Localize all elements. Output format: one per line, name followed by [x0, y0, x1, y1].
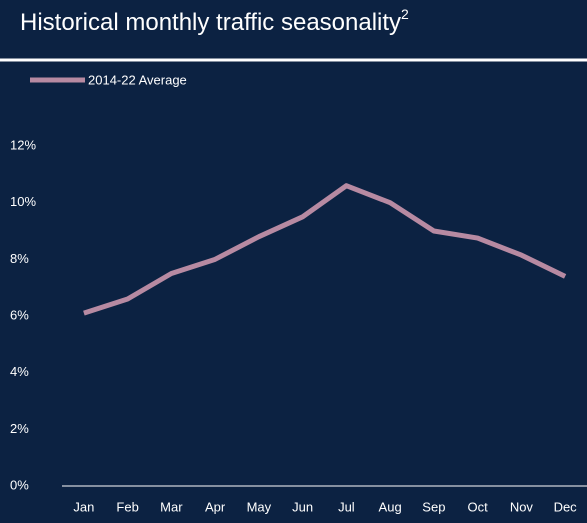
x-tick-label: Feb	[116, 499, 138, 514]
x-tick-label: Oct	[468, 499, 489, 514]
x-tick-label: Jan	[73, 499, 94, 514]
x-tick-label: May	[247, 499, 272, 514]
chart-title: Historical monthly traffic seasonality2	[20, 6, 409, 37]
x-tick-label: Sep	[422, 499, 445, 514]
y-tick-label: 8%	[10, 251, 29, 266]
x-tick-label: Dec	[554, 499, 578, 514]
title-superscript: 2	[401, 6, 409, 22]
x-tick-label: Aug	[379, 499, 402, 514]
y-tick-label: 12%	[10, 137, 36, 152]
x-tick-label: Jun	[292, 499, 313, 514]
title-text: Historical monthly traffic seasonality	[20, 9, 401, 36]
y-tick-label: 4%	[10, 364, 29, 379]
x-tick-label: Mar	[160, 499, 183, 514]
x-tick-label: Nov	[510, 499, 534, 514]
legend-label: 2014-22 Average	[88, 72, 187, 87]
y-tick-label: 2%	[10, 421, 29, 436]
y-tick-label: 10%	[10, 194, 36, 209]
y-tick-label: 6%	[10, 307, 29, 322]
x-tick-label: Jul	[338, 499, 355, 514]
y-tick-label: 0%	[10, 477, 29, 492]
series-line	[83, 183, 567, 316]
x-tick-label: Apr	[205, 499, 226, 514]
